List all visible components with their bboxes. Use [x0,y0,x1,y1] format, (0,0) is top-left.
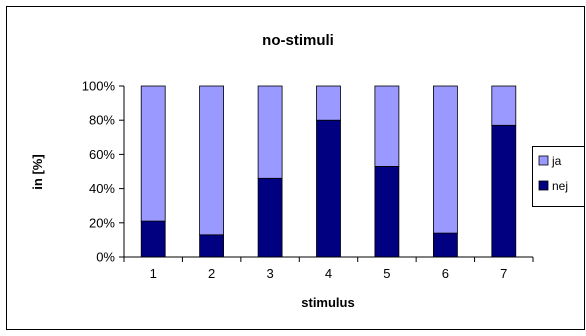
y-tick-label-20: 20% [89,215,115,230]
legend-swatch-nej [538,180,549,191]
x-tick-label-5: 5 [383,266,390,281]
y-tick-label-60: 60% [89,147,115,162]
chart-title: no-stimuli [262,32,334,49]
y-tick-label-40: 40% [89,181,115,196]
bar-nej-1 [140,220,166,258]
y-tick-label-100: 100% [82,79,116,94]
bar-ja-7 [491,85,517,126]
bar-ja-1 [140,85,166,222]
legend-label-nej: nej [552,179,568,193]
bar-nej-7 [491,124,517,258]
bar-ja-3 [257,85,283,179]
bar-ja-2 [199,85,225,236]
tick-labels-layer: 1 2 3 4 5 6 7 0% 20% 40% 60% 80% 100% [82,79,508,282]
legend-swatch-ja [538,155,549,166]
chart-border [6,6,585,330]
y-axis-label: in [%] [30,154,45,189]
bar-ja-5 [374,85,400,167]
x-tick-label-3: 3 [266,266,273,281]
bar-nej-2 [199,234,225,258]
legend: ja nej [532,146,585,207]
y-tick-label-0: 0% [96,250,115,265]
bar-nej-5 [374,165,400,258]
x-tick-label-6: 6 [442,266,449,281]
x-tick-label-2: 2 [208,266,215,281]
bar-ja-6 [432,85,458,234]
x-tick-label-7: 7 [500,266,507,281]
legend-label-ja: ja [551,154,562,168]
bars-layer [140,85,517,258]
y-tick-label-80: 80% [89,113,115,128]
bar-nej-3 [257,177,283,258]
axes-layer [119,85,534,262]
bar-nej-6 [432,232,458,258]
x-tick-label-4: 4 [325,266,332,281]
x-tick-label-1: 1 [150,266,157,281]
bar-nej-4 [316,119,341,258]
bar-ja-4 [316,85,341,121]
x-axis-label: stimulus [301,295,354,310]
